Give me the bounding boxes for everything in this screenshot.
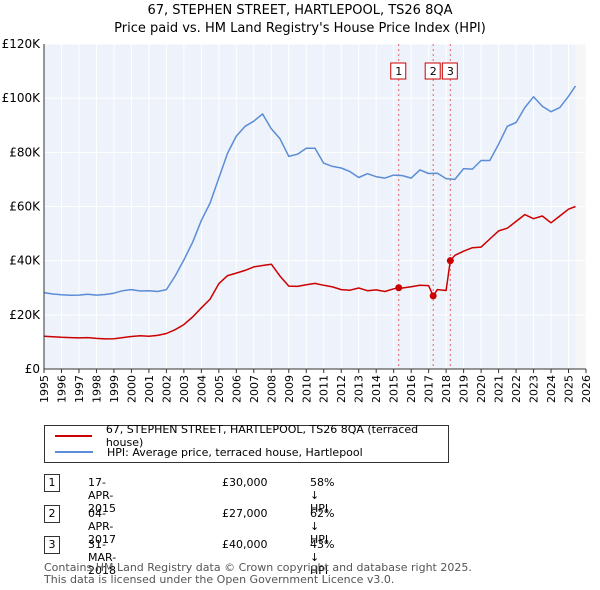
- y-tick-label: £0: [25, 362, 40, 376]
- transaction-hpi-diff: 62% ↓ HPI: [310, 507, 335, 546]
- x-tick-label: 2018: [440, 375, 453, 403]
- legend-item-hpi: HPI: Average price, terraced house, Hart…: [55, 444, 363, 460]
- x-tick-label: 2026: [580, 375, 593, 403]
- x-tick-label: 2012: [335, 375, 348, 403]
- x-tick-label: 2003: [178, 375, 191, 403]
- y-tick-label: £60K: [9, 200, 41, 214]
- hpi-line: [43, 85, 577, 297]
- x-tick-label: 2000: [125, 375, 138, 403]
- footer-copyright: Contains HM Land Registry data © Crown c…: [44, 561, 472, 574]
- y-tick-label: £20K: [9, 308, 41, 322]
- chart-subtitle: Price paid vs. HM Land Registry's House …: [114, 21, 486, 36]
- x-tick-label: 2022: [510, 375, 523, 403]
- x-tick-label: 2023: [528, 375, 541, 403]
- x-tick-label: 2013: [353, 375, 366, 403]
- transaction-price: £27,000: [222, 507, 268, 520]
- transaction-date: 17-APR-2015: [88, 476, 116, 515]
- y-tick-label: £120K: [2, 37, 42, 51]
- transaction-marker: 1: [44, 474, 60, 492]
- x-tick-label: 2014: [370, 375, 383, 403]
- x-tick-label: 2005: [213, 375, 226, 403]
- sale-marker-label: 3: [447, 65, 454, 78]
- transaction-price: £30,000: [222, 476, 268, 489]
- y-tick-label: £100K: [2, 91, 42, 105]
- x-tick-label: 2016: [405, 375, 418, 403]
- sale-point: [446, 257, 454, 265]
- x-tick-label: 2021: [493, 375, 506, 403]
- legend: 67, STEPHEN STREET, HARTLEPOOL, TS26 8QA…: [44, 423, 449, 463]
- x-tick-label: 2019: [458, 375, 471, 403]
- x-tick-label: 2009: [283, 375, 296, 403]
- legend-item-price: 67, STEPHEN STREET, HARTLEPOOL, TS26 8QA…: [55, 423, 448, 449]
- footer-licence: This data is licensed under the Open Gov…: [44, 573, 395, 586]
- x-tick-label: 2020: [475, 375, 488, 403]
- transaction-price: £40,000: [222, 538, 268, 551]
- transaction-hpi-diff: 43% ↓ HPI: [310, 538, 335, 577]
- transaction-marker: 3: [44, 536, 60, 554]
- sale-point: [395, 284, 403, 292]
- sale-marker-box: [390, 62, 407, 80]
- transaction-date: 31-MAR-2018: [88, 538, 117, 577]
- x-tick-label: 2002: [160, 375, 173, 403]
- price-chart: £0 £20K £40K £60K £80K £100K £120K 1995 1996 1997…: [2, 37, 593, 403]
- x-tick-label: 2004: [195, 375, 208, 403]
- y-tick-label: £80K: [9, 145, 41, 159]
- sale-marker-label: 2: [430, 65, 437, 78]
- x-tick-label: 2025: [563, 375, 576, 403]
- sale-point: [429, 292, 437, 300]
- x-tick-label: 2017: [423, 375, 436, 403]
- x-tick-label: 1997: [73, 375, 86, 403]
- transaction-marker: 2: [44, 505, 60, 523]
- x-tick-label: 2006: [230, 375, 243, 403]
- price-paid-line: [43, 205, 576, 340]
- transaction-hpi-diff: 58% ↓ HPI: [310, 476, 335, 515]
- chart-title: 67, STEPHEN STREET, HARTLEPOOL, TS26 8QA: [147, 3, 453, 18]
- sale-marker-label: 1: [395, 65, 402, 78]
- x-tick-label: 2015: [388, 375, 401, 403]
- x-tick-label: 2007: [248, 375, 261, 403]
- x-tick-label: 2001: [143, 375, 156, 403]
- sale-marker-box: [424, 62, 441, 80]
- sale-marker-box: [441, 62, 458, 80]
- x-tick-label: 1999: [108, 375, 121, 403]
- x-tick-label: 2008: [265, 375, 278, 403]
- x-tick-label: 1995: [38, 375, 51, 403]
- legend-label-price: 67, STEPHEN STREET, HARTLEPOOL, TS26 8QA…: [105, 423, 419, 449]
- legend-swatch-price: [55, 435, 92, 437]
- legend-label-hpi: HPI: Average price, terraced house, Hart…: [107, 445, 363, 459]
- x-tick-label: 1996: [55, 375, 68, 403]
- x-tick-label: 2011: [318, 375, 331, 403]
- x-tick-label: 2024: [545, 375, 558, 403]
- transaction-date: 04-APR-2017: [88, 507, 116, 546]
- x-tick-label: 1998: [90, 375, 103, 403]
- y-tick-label: £40K: [9, 254, 41, 268]
- legend-swatch-hpi: [55, 451, 93, 453]
- x-tick-label: 2010: [300, 375, 313, 403]
